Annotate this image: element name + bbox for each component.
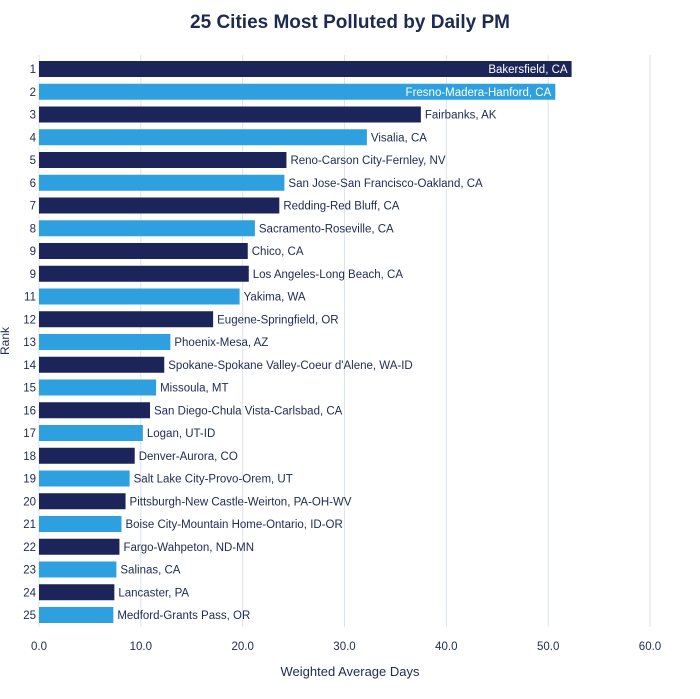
y-axis-title: Rank — [0, 326, 12, 355]
bar — [39, 288, 240, 305]
bar — [39, 379, 157, 396]
bar-label: San Diego-Chula Vista-Carlsbad, CA — [154, 405, 343, 417]
rank-tick-label: 2 — [30, 87, 36, 99]
bar-label: Redding-Red Bluff, CA — [283, 201, 399, 213]
x-tick-label: 60.0 — [639, 641, 661, 653]
bar — [39, 425, 143, 441]
rank-tick-label: 25 — [23, 610, 36, 622]
x-tick-label: 50.0 — [537, 641, 559, 653]
bar — [39, 220, 255, 237]
bars — [39, 61, 572, 623]
rank-tick-label: 13 — [23, 337, 36, 349]
bar-label: Chico, CA — [252, 246, 304, 258]
rank-tick-label: 7 — [30, 201, 36, 213]
bar-label: Bakersfield, CA — [488, 64, 568, 76]
x-tick-label: 0.0 — [31, 641, 47, 653]
bar-label: Phoenix-Mesa, AZ — [174, 337, 268, 349]
rank-tick-label: 3 — [30, 110, 36, 122]
rank-tick-label: 6 — [30, 178, 36, 190]
bar-label: Reno-Carson City-Fernley, NV — [290, 155, 445, 167]
bar — [39, 61, 572, 77]
rank-tick-label: 16 — [23, 405, 36, 417]
bar — [39, 243, 248, 259]
x-axis-title: Weighted Average Days — [281, 664, 420, 679]
bar-label: Missoula, MT — [160, 383, 228, 395]
bar — [39, 561, 117, 578]
bar-label: Boise City-Mountain Home-Ontario, ID-OR — [125, 519, 342, 531]
rank-tick-label: 14 — [23, 360, 36, 372]
bar — [39, 607, 114, 623]
bar — [39, 584, 115, 601]
bar-label: San Jose-San Francisco-Oakland, CA — [288, 178, 483, 190]
bar — [39, 447, 135, 464]
bar — [39, 129, 367, 146]
bar-label: Visalia, CA — [371, 132, 427, 144]
bar-label: Lancaster, PA — [118, 587, 189, 599]
rank-tick-label: 17 — [23, 428, 36, 440]
x-tick-labels: 0.0 10.0 20.0 30.0 40.0 50.0 60.0 — [31, 641, 661, 653]
rank-tick-label: 4 — [30, 132, 37, 144]
bar — [39, 83, 556, 100]
rank-tick-label: 22 — [23, 542, 36, 554]
rank-tick-label: 8 — [30, 223, 36, 235]
bar-label: Salinas, CA — [120, 565, 180, 577]
bar — [39, 311, 214, 328]
bar — [39, 174, 285, 191]
rank-tick-label: 15 — [23, 383, 36, 395]
bar — [39, 356, 165, 373]
bar — [39, 402, 150, 419]
rank-tick-label: 19 — [23, 474, 36, 486]
bar-label: Denver-Aurora, CO — [139, 451, 238, 463]
rank-tick-label: 18 — [23, 451, 36, 463]
bar — [39, 470, 130, 487]
bar-label: Logan, UT-ID — [147, 428, 215, 440]
bar-label: Eugene-Springfield, OR — [217, 314, 338, 326]
x-tick-label: 10.0 — [130, 641, 152, 653]
rank-tick-label: 12 — [23, 314, 36, 326]
bar — [39, 516, 122, 532]
rank-tick-label: 20 — [23, 496, 36, 508]
rank-tick-label: 23 — [23, 565, 36, 577]
bar — [39, 334, 171, 350]
bar — [39, 265, 249, 282]
bar — [39, 106, 421, 123]
bar-label: Pittsburgh-New Castle-Weirton, PA-OH-WV — [130, 496, 352, 508]
bar-label: Fairbanks, AK — [425, 110, 497, 122]
x-tick-label: 20.0 — [231, 641, 253, 653]
bar-label: Los Angeles-Long Beach, CA — [253, 269, 404, 281]
bar — [39, 197, 280, 214]
bar-label: Spokane-Spokane Valley-Coeur d'Alene, WA… — [168, 360, 412, 372]
chart-title: 25 Cities Most Polluted by Daily PM — [190, 12, 510, 33]
rank-tick-label: 5 — [30, 155, 36, 167]
rank-tick-label: 9 — [30, 246, 36, 258]
bar-labels: Bakersfield, CA Fresno-Madera-Hanford, CA… — [117, 64, 568, 622]
bar — [39, 152, 287, 168]
bar-label: Salt Lake City-Provo-Orem, UT — [134, 474, 293, 486]
rank-tick-label: 1 — [30, 64, 36, 76]
rank-tick-label: 21 — [23, 519, 36, 531]
rank-tick-label: 9 — [30, 269, 36, 281]
bar — [39, 493, 126, 510]
x-tick-label: 40.0 — [435, 641, 457, 653]
bar — [39, 538, 120, 555]
rank-tick-label: 24 — [23, 587, 36, 599]
rank-tick-label: 11 — [24, 292, 36, 304]
x-tick-label: 30.0 — [333, 641, 355, 653]
bar-label: Medford-Grants Pass, OR — [117, 610, 250, 622]
bar-label: Sacramento-Roseville, CA — [259, 223, 394, 235]
bar-label: Yakima, WA — [244, 292, 306, 304]
bar-label: Fargo-Wahpeton, ND-MN — [123, 542, 254, 554]
bar-label: Fresno-Madera-Hanford, CA — [406, 87, 552, 99]
